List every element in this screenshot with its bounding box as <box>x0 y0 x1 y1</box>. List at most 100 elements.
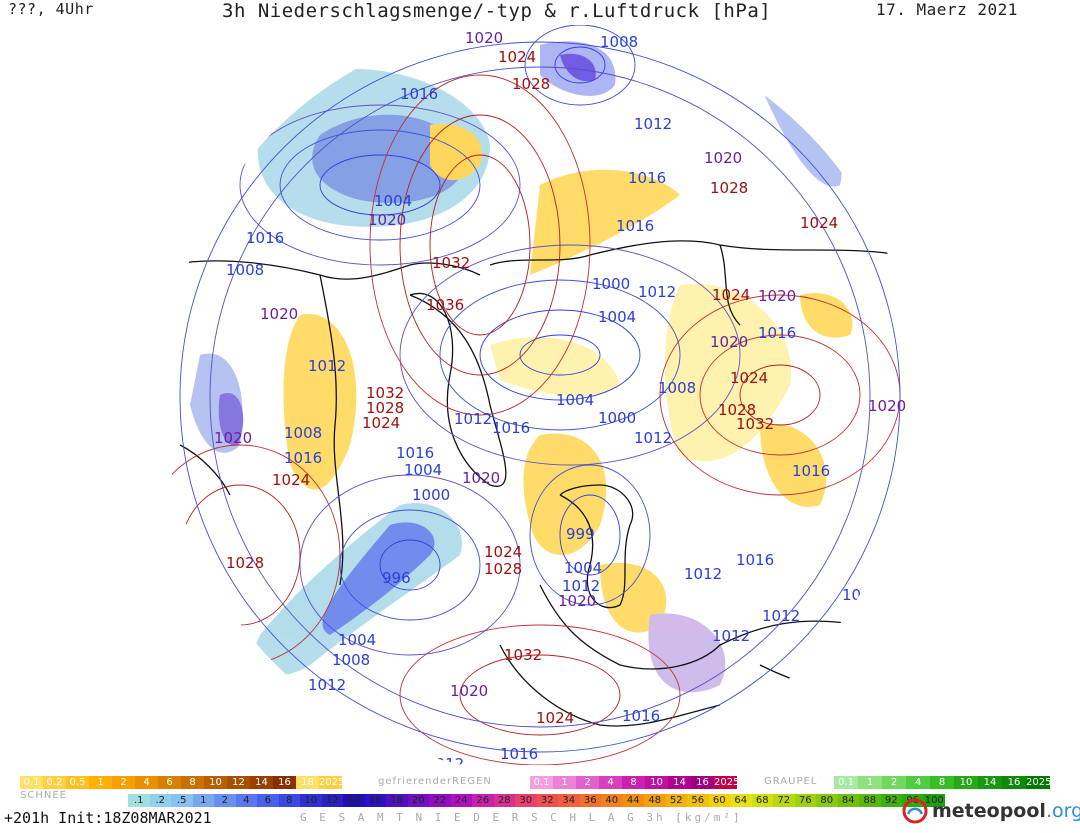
legend-swatch: 12 <box>321 794 343 807</box>
pressure-label: 1020 <box>704 149 742 167</box>
pressure-label: 1008 <box>226 261 264 279</box>
pressure-label: 1004 <box>404 461 442 479</box>
legend-swatch: 8 <box>622 776 645 789</box>
legend-swatch: 26 <box>472 794 494 807</box>
legend-swatch: 10 <box>204 776 227 789</box>
legend-swatch: 10 <box>954 776 978 789</box>
legend-swatch: 10 <box>300 794 322 807</box>
pressure-label: 1012 <box>308 357 346 375</box>
meteopool-logo-icon <box>902 798 928 824</box>
pressure-label: 1012 <box>684 565 722 583</box>
pressure-label: 1020 <box>462 469 500 487</box>
legend-swatch: 56 <box>687 794 709 807</box>
legend-swatch: 24 <box>450 794 472 807</box>
pressure-label: 1020 <box>558 592 596 610</box>
pressure-label: 1000 <box>592 275 630 293</box>
legend-swatch: 0.2 <box>43 776 66 789</box>
legend-swatch: 88 <box>859 794 881 807</box>
legend-swatch: 30 <box>515 794 537 807</box>
legend-swatch: 16 <box>691 776 714 789</box>
pressure-label: 1004 <box>564 559 602 577</box>
legend-swatch: .1 <box>128 794 150 807</box>
pressure-label: 1024 <box>272 471 310 489</box>
pressure-label: 1016 <box>284 449 322 467</box>
pressure-label: 1012 <box>842 586 880 604</box>
legend-swatch: .2 <box>149 794 171 807</box>
legend-swatch: 0.1 <box>20 776 43 789</box>
legend-swatch: 92 <box>880 794 902 807</box>
pressure-label: 1024 <box>484 543 522 561</box>
pressure-label: 1016 <box>758 324 796 342</box>
legend-swatch: 4 <box>135 776 158 789</box>
pressure-label: 1012 <box>634 429 672 447</box>
valid-time-label: ???, 4Uhr <box>8 0 94 18</box>
pressure-label: 1012 <box>712 627 750 645</box>
pressure-label: 1024 <box>498 48 536 66</box>
freezing-rain-label: gefrierenderREGEN <box>378 776 492 787</box>
legend-swatch: 1 <box>553 776 576 789</box>
legend-swatch: 2025+ <box>714 776 737 789</box>
total-precip-legend: .1.2.5 1 2 4 6 8 10 12 14 16 18 20 22 24 26 28 30 32 34 36 4… <box>128 794 945 807</box>
pressure-label: 1028 <box>718 401 756 419</box>
logo-name: meteopool <box>932 800 1046 822</box>
pressure-label: 1012 <box>308 676 346 694</box>
logo-suffix: .org <box>1045 800 1080 822</box>
legend-swatch: 1 <box>192 794 214 807</box>
pressure-label: 1020 <box>758 287 796 305</box>
legend-swatch: 0.5 <box>66 776 89 789</box>
legend-swatch: 28 <box>493 794 515 807</box>
legend-swatch: 48 <box>644 794 666 807</box>
legend-swatch: 18 <box>386 794 408 807</box>
legend-swatch: 0.1 <box>834 776 858 789</box>
legend-swatch: 64 <box>730 794 752 807</box>
pressure-label: 1012 <box>634 115 672 133</box>
precipitation-layer <box>190 41 853 693</box>
pressure-labels: 1020 100810241028101610121020101610281004… <box>214 29 906 765</box>
legend-swatch: 20 <box>407 794 429 807</box>
pressure-label: 1024 <box>800 214 838 232</box>
pressure-label: 1016 <box>616 217 654 235</box>
legend-swatch: 44 <box>622 794 644 807</box>
legend-swatch: 2025+ <box>319 776 342 789</box>
legend-swatch: 2 <box>112 776 135 789</box>
meteopool-logo[interactable]: meteopool.org <box>902 798 1080 824</box>
legend-swatch: 14 <box>343 794 365 807</box>
legend-swatch: 60 <box>708 794 730 807</box>
pressure-label: 1012 <box>562 577 600 595</box>
legend-swatch: 14 <box>978 776 1002 789</box>
pressure-label: 1028 <box>710 179 748 197</box>
legend-swatch: 8 <box>278 794 300 807</box>
pressure-label: 1016 <box>396 444 434 462</box>
pressure-label: 1012 <box>454 410 492 428</box>
pressure-label: 1032 <box>432 254 470 272</box>
pressure-label: 1032 <box>736 415 774 433</box>
pressure-label: 1016 <box>492 419 530 437</box>
legend-swatch: 18 <box>296 776 319 789</box>
map-title: 3h Niederschlagsmenge/-typ & r.Luftdruck… <box>222 0 772 22</box>
legend-swatch: 80 <box>816 794 838 807</box>
legend-swatch: 2025+ <box>1026 776 1050 789</box>
pressure-label: 1032 <box>504 646 542 664</box>
legend-swatch: 16 <box>364 794 386 807</box>
pressure-label: 1016 <box>622 707 660 725</box>
pressure-label: 1012 <box>426 755 464 765</box>
legend-swatch: 52 <box>665 794 687 807</box>
pressure-label: 1024 <box>730 369 768 387</box>
pressure-label: 1020 <box>465 29 503 47</box>
pressure-label: 1008 <box>600 33 638 51</box>
map-disc: 1020 100810241028101610121020101610281004… <box>164 25 916 765</box>
pressure-label: 1000 <box>598 409 636 427</box>
legend-swatch: 0.1 <box>530 776 553 789</box>
legend-swatch: 68 <box>751 794 773 807</box>
pressure-label: 1028 <box>366 399 404 417</box>
pressure-label: 1028 <box>512 75 550 93</box>
legend-swatch: 12 <box>227 776 250 789</box>
pressure-label: 1000 <box>412 486 450 504</box>
legend-swatch: 72 <box>773 794 795 807</box>
pressure-label: 1004 <box>556 391 594 409</box>
graupel-label: GRAUPEL <box>764 776 818 787</box>
legend-swatch: .5 <box>171 794 193 807</box>
legend-swatch: 76 <box>794 794 816 807</box>
pressure-label: 996 <box>382 569 411 587</box>
